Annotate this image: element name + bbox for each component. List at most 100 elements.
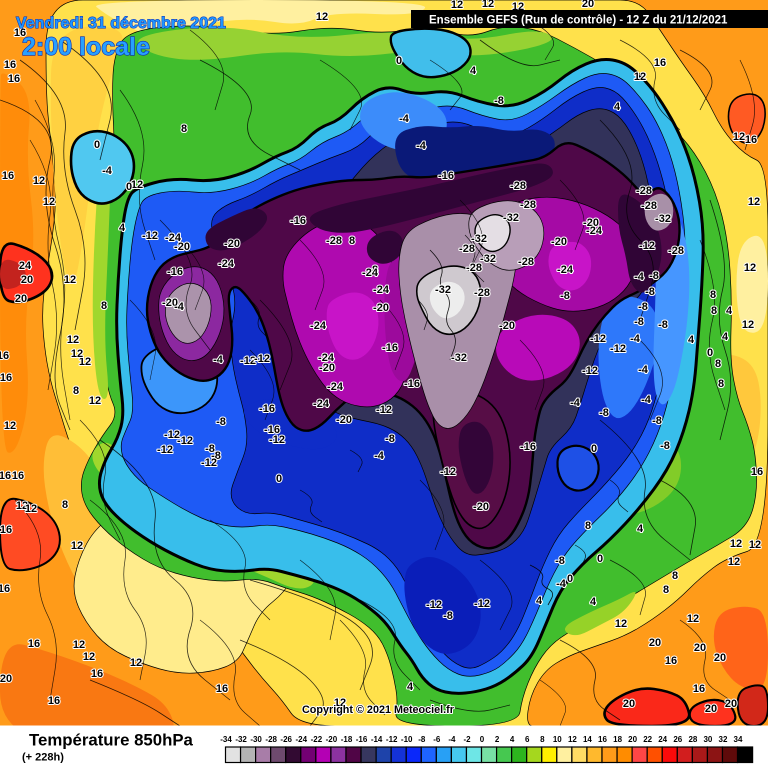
svg-text:16: 16 (28, 638, 40, 650)
svg-text:-24: -24 (362, 267, 379, 279)
svg-text:-12: -12 (590, 333, 606, 345)
svg-text:-32: -32 (471, 233, 487, 245)
svg-text:-28: -28 (474, 287, 490, 299)
svg-text:16: 16 (0, 350, 9, 362)
svg-text:-8: -8 (658, 319, 668, 331)
svg-text:26: 26 (673, 735, 682, 744)
svg-text:8: 8 (101, 300, 107, 312)
svg-text:-32: -32 (451, 352, 467, 364)
svg-text:16: 16 (91, 668, 103, 680)
svg-text:Température 850hPa: Température 850hPa (29, 731, 194, 750)
svg-text:-12: -12 (269, 434, 285, 446)
svg-text:18: 18 (613, 735, 622, 744)
svg-text:-28: -28 (265, 735, 277, 744)
svg-text:12: 12 (687, 613, 699, 625)
svg-text:12: 12 (634, 71, 646, 83)
svg-text:4: 4 (510, 735, 515, 744)
svg-text:-16: -16 (404, 378, 420, 390)
svg-text:-20: -20 (319, 362, 335, 374)
svg-text:-24: -24 (296, 735, 308, 744)
svg-text:-20: -20 (473, 501, 489, 513)
svg-text:16: 16 (8, 73, 20, 85)
svg-text:8: 8 (715, 358, 721, 370)
svg-text:Vendredi 31 décembre 2021: Vendredi 31 décembre 2021 (16, 15, 226, 32)
svg-text:-28: -28 (641, 200, 657, 212)
svg-text:12: 12 (79, 356, 91, 368)
svg-text:12: 12 (43, 196, 55, 208)
svg-text:8: 8 (710, 289, 716, 301)
svg-text:16: 16 (654, 57, 666, 69)
svg-text:-34: -34 (220, 735, 232, 744)
svg-text:0: 0 (126, 181, 132, 193)
svg-text:-12: -12 (254, 353, 270, 365)
svg-text:4: 4 (536, 595, 543, 607)
svg-text:16: 16 (751, 466, 763, 478)
svg-text:16: 16 (48, 695, 60, 707)
svg-text:-8: -8 (216, 416, 226, 428)
svg-text:8: 8 (672, 570, 678, 582)
svg-text:20: 20 (725, 698, 737, 710)
svg-text:0: 0 (94, 139, 100, 151)
svg-text:12: 12 (451, 0, 463, 11)
svg-text:-4: -4 (416, 140, 427, 152)
svg-text:-20: -20 (499, 320, 515, 332)
svg-text:-4: -4 (570, 397, 581, 409)
svg-text:-8: -8 (660, 440, 670, 452)
svg-text:-4: -4 (556, 578, 567, 590)
svg-text:28: 28 (688, 735, 697, 744)
svg-text:-20: -20 (551, 236, 567, 248)
svg-text:0: 0 (597, 553, 603, 565)
svg-text:4: 4 (637, 523, 644, 535)
svg-text:16: 16 (4, 59, 16, 71)
svg-text:-8: -8 (555, 555, 565, 567)
svg-text:4: 4 (726, 305, 733, 317)
svg-text:16: 16 (14, 27, 26, 39)
svg-text:20: 20 (582, 0, 594, 10)
svg-text:12: 12 (71, 348, 83, 360)
svg-text:0: 0 (480, 735, 485, 744)
svg-text:12: 12 (67, 334, 79, 346)
svg-text:-8: -8 (634, 316, 644, 328)
svg-text:-26: -26 (280, 735, 292, 744)
svg-text:-32: -32 (503, 212, 519, 224)
svg-text:20: 20 (0, 673, 12, 685)
svg-text:12: 12 (316, 11, 328, 23)
svg-text:8: 8 (540, 735, 545, 744)
svg-text:12: 12 (730, 538, 742, 550)
svg-text:30: 30 (703, 735, 712, 744)
svg-text:-16: -16 (264, 424, 280, 436)
svg-text:-20: -20 (326, 735, 338, 744)
svg-text:-24: -24 (165, 232, 182, 244)
svg-text:12: 12 (130, 657, 142, 669)
svg-text:-28: -28 (510, 180, 526, 192)
svg-text:-24: -24 (218, 258, 235, 270)
svg-text:12: 12 (71, 540, 83, 552)
svg-text:-12: -12 (386, 735, 398, 744)
svg-text:12: 12 (742, 319, 754, 331)
svg-text:-12: -12 (440, 466, 456, 478)
svg-text:8: 8 (718, 378, 724, 390)
svg-text:8: 8 (711, 305, 717, 317)
svg-text:-12: -12 (610, 343, 626, 355)
svg-text:12: 12 (16, 500, 28, 512)
svg-text:16: 16 (0, 470, 11, 482)
svg-text:-20: -20 (583, 217, 599, 229)
svg-text:-24: -24 (310, 320, 327, 332)
svg-text:8: 8 (585, 520, 591, 532)
svg-text:-28: -28 (520, 199, 536, 211)
svg-text:12: 12 (89, 395, 101, 407)
svg-text:Copyright © 2021 Meteociel.fr: Copyright © 2021 Meteociel.fr (302, 704, 455, 716)
svg-text:-4: -4 (174, 301, 185, 313)
svg-text:-12: -12 (474, 598, 490, 610)
svg-text:0: 0 (567, 573, 573, 585)
svg-text:-16: -16 (259, 403, 275, 415)
svg-text:12: 12 (733, 131, 745, 143)
svg-text:2:00 locale: 2:00 locale (22, 33, 150, 61)
svg-text:16: 16 (693, 683, 705, 695)
svg-text:6: 6 (525, 735, 530, 744)
svg-text:12: 12 (83, 651, 95, 663)
svg-text:-32: -32 (435, 284, 451, 296)
svg-text:-12: -12 (376, 404, 392, 416)
svg-text:20: 20 (714, 652, 726, 664)
svg-text:-24: -24 (373, 284, 390, 296)
